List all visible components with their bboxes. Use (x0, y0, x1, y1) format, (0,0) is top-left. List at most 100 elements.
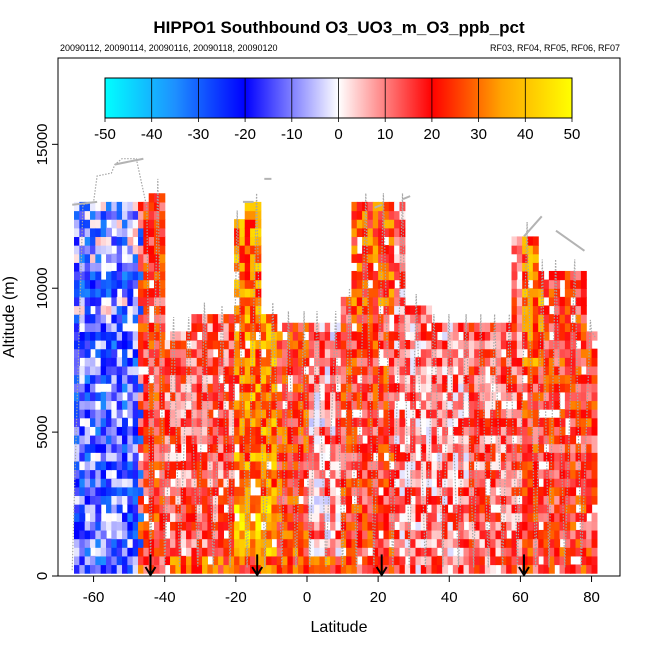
heatmap-cell (394, 365, 401, 376)
heatmap-cell (522, 279, 529, 289)
heatmap-cell (580, 547, 587, 557)
heatmap-cell (399, 340, 406, 350)
heatmap-cell (330, 340, 337, 350)
heatmap-cell (335, 547, 342, 557)
heatmap-cell (228, 383, 235, 393)
heatmap-cell (148, 564, 155, 574)
heatmap-cell (383, 348, 390, 358)
heatmap-cell (234, 547, 241, 557)
heatmap-cell (84, 262, 91, 272)
heatmap-cell (436, 452, 443, 462)
heatmap-cell (367, 245, 374, 255)
heatmap-cell (292, 348, 299, 358)
heatmap-cell (303, 409, 310, 419)
heatmap-cell (116, 383, 123, 393)
heatmap-cell (564, 374, 571, 384)
heatmap-cell (516, 538, 523, 548)
heatmap-cell (122, 555, 128, 566)
heatmap-cell (234, 279, 241, 289)
heatmap-cell (522, 236, 529, 246)
heatmap-cell (506, 443, 513, 453)
heatmap-cell (255, 236, 262, 246)
heatmap-cell (516, 529, 523, 540)
heatmap-cell (298, 348, 305, 358)
heatmap-cell (159, 495, 166, 505)
heatmap-cell (90, 417, 96, 427)
heatmap-cell (266, 452, 273, 462)
heatmap-cell (543, 357, 550, 367)
heatmap-cell (522, 460, 529, 471)
heatmap-cell (372, 322, 379, 332)
heatmap-cell (319, 495, 326, 505)
heatmap-cell (191, 443, 198, 453)
flight-track-leg (374, 203, 383, 209)
heatmap-cell (159, 547, 166, 557)
heatmap-cell (436, 340, 443, 350)
heatmap-cell (106, 469, 112, 479)
heatmap-cell (575, 314, 582, 324)
heatmap-cell (516, 305, 523, 315)
heatmap-cell (90, 357, 96, 367)
heatmap-cell (191, 374, 198, 384)
heatmap-cell (330, 391, 337, 402)
heatmap-cell (399, 469, 406, 479)
heatmap-cell (127, 365, 134, 376)
heatmap-cell (394, 340, 401, 350)
heatmap-cell (170, 469, 176, 479)
heatmap-cell (426, 417, 433, 427)
heatmap-cell (415, 504, 422, 514)
heatmap-cell (100, 348, 107, 358)
heatmap-cell (586, 331, 593, 341)
heatmap-cell (138, 270, 144, 281)
heatmap-cell (591, 469, 598, 479)
heatmap-cell (138, 348, 144, 358)
heatmap-cell (154, 495, 160, 505)
y-tick-label: 10000 (34, 267, 51, 309)
heatmap-cell (324, 478, 331, 488)
heatmap-cell (399, 305, 406, 315)
heatmap-cell (175, 383, 182, 393)
heatmap-cell (74, 236, 80, 246)
heatmap-cell (95, 314, 102, 324)
flight-boundary-arrowhead (518, 566, 530, 577)
heatmap-cell (287, 400, 294, 410)
heatmap-cell (212, 400, 219, 410)
heatmap-cell (84, 469, 91, 479)
heatmap-cell (399, 521, 406, 531)
heatmap-cell (532, 486, 539, 497)
heatmap-cell (276, 400, 283, 410)
heatmap-cell (548, 478, 555, 488)
heatmap-cell (458, 486, 465, 497)
heatmap-cell (180, 460, 187, 471)
heatmap-cell (132, 348, 139, 358)
heatmap-cell (191, 486, 198, 497)
heatmap-cell (260, 434, 267, 445)
heatmap-cell (303, 391, 310, 402)
heatmap-cell (228, 434, 235, 445)
heatmap-cell (335, 478, 342, 488)
heatmap-cell (490, 521, 497, 531)
heatmap-cell (287, 478, 294, 488)
heatmap-cell (522, 434, 529, 445)
heatmap-cell (154, 443, 160, 453)
heatmap-cell (431, 365, 438, 376)
heatmap-cell (132, 296, 139, 307)
heatmap-cell (506, 521, 513, 531)
heatmap-cell (394, 512, 401, 522)
heatmap-cell (559, 443, 566, 453)
heatmap-cell (570, 564, 577, 574)
heatmap-cell (532, 443, 539, 453)
heatmap-cell (426, 469, 433, 479)
heatmap-cell (164, 460, 171, 471)
y-tick-label: 5000 (34, 415, 51, 448)
heatmap-cell (415, 495, 422, 505)
heatmap-cell (180, 469, 187, 479)
heatmap-cell (324, 322, 331, 332)
heatmap-cell (527, 262, 534, 272)
heatmap-cell (244, 521, 251, 531)
heatmap-cell (148, 348, 155, 358)
heatmap-cell (74, 219, 80, 229)
heatmap-cell (436, 383, 443, 393)
heatmap-cell (346, 314, 353, 324)
heatmap-cell (250, 227, 257, 238)
